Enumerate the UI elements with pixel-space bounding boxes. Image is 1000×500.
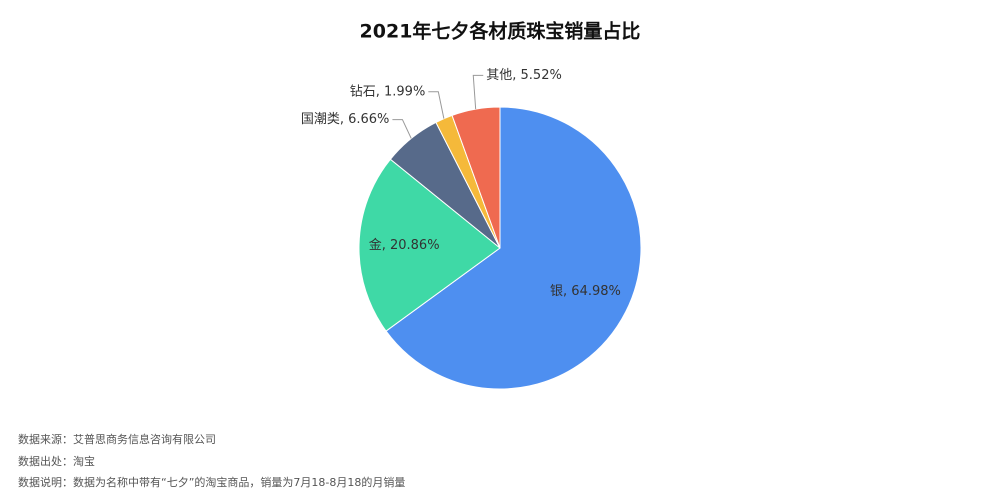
chart-title: 2021年七夕各材质珠宝销量占比 — [360, 20, 641, 43]
pie-slice — [385, 106, 642, 390]
source-note: 数据说明：数据为名称中带有“七夕”的淘宝商品，销量为7月18-8月18的月销量 — [18, 475, 405, 489]
leader-line — [428, 91, 445, 119]
leader-line — [392, 119, 412, 139]
data-label: 钻石, 1.99% — [350, 84, 426, 99]
source-note: 数据来源：艾普思商务信息咨询有限公司 — [18, 432, 216, 446]
data-label: 其他, 5.52% — [486, 68, 562, 83]
leader-line — [472, 74, 484, 110]
data-label: 国潮类, 6.66% — [301, 112, 390, 127]
data-label: 金, 20.86% — [369, 237, 440, 253]
data-label: 银, 64.98% — [550, 284, 621, 299]
pie-slice — [358, 158, 501, 332]
source-note: 数据出处：淘宝 — [18, 454, 95, 468]
pie-slice — [451, 106, 501, 249]
